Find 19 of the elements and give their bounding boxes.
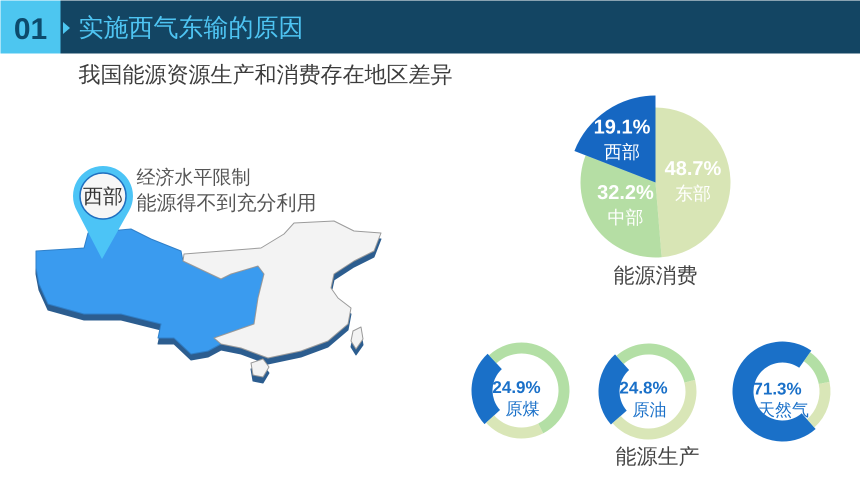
slice-label: 中部	[607, 207, 644, 228]
text: 实施西气东输的原因	[78, 13, 304, 42]
text: 我国能源资源生产和消费存在地区差异	[78, 63, 452, 88]
text: 西部	[83, 186, 123, 208]
data-label: 19.1%	[594, 116, 651, 138]
data-label: 24.9%	[492, 378, 541, 397]
slice-label: 东部	[674, 183, 711, 204]
text: 能源生产	[616, 444, 700, 468]
slice-label: 西部	[604, 142, 640, 163]
text: 能源得不到充分利用	[136, 190, 316, 214]
data-label: 71.3%	[753, 379, 802, 398]
text: 经济水平限制	[136, 166, 250, 188]
data-label: 32.2%	[597, 182, 654, 204]
data-label: 24.8%	[619, 378, 668, 398]
text: 能源消费	[614, 264, 698, 288]
text: 原油	[632, 400, 666, 420]
text: 01	[14, 13, 48, 46]
data-label: 48.7%	[664, 158, 722, 180]
text: 原煤	[506, 400, 540, 420]
